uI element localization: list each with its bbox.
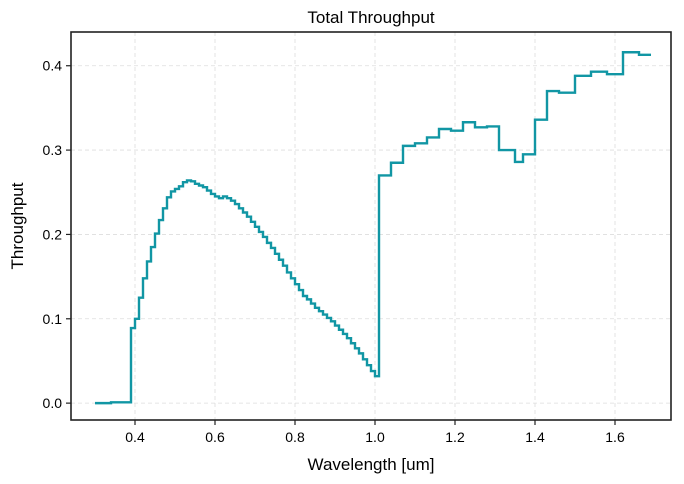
x-axis-label: Wavelength [um]: [308, 455, 435, 474]
y-tick-label: 0.2: [43, 226, 63, 242]
y-axis-label: Throughput: [8, 182, 27, 269]
chart-title: Total Throughput: [307, 8, 435, 27]
y-tick-label: 0.0: [43, 395, 63, 411]
x-tick-label: 1.2: [445, 429, 465, 445]
plot-frame: [70, 31, 672, 421]
throughput-series-line: [95, 51, 651, 405]
y-tick-label: 0.1: [43, 311, 63, 327]
x-tick-label: 0.4: [125, 429, 145, 445]
x-tick-label: 1.0: [365, 429, 385, 445]
series-layer: [95, 51, 651, 405]
y-tick-label: 0.3: [43, 142, 63, 158]
x-tick-label: 0.6: [205, 429, 225, 445]
x-tick-label: 0.8: [285, 429, 305, 445]
ticks-layer: 0.4 0.6 0.8 1.0 1.2 1.4 1.6 0.0 0.1 0.2 0.3 0.4: [43, 58, 625, 445]
x-tick-label: 1.4: [525, 429, 545, 445]
grid-layer: [71, 32, 671, 420]
y-tick-label: 0.4: [43, 58, 63, 74]
x-tick-label: 1.6: [605, 429, 625, 445]
